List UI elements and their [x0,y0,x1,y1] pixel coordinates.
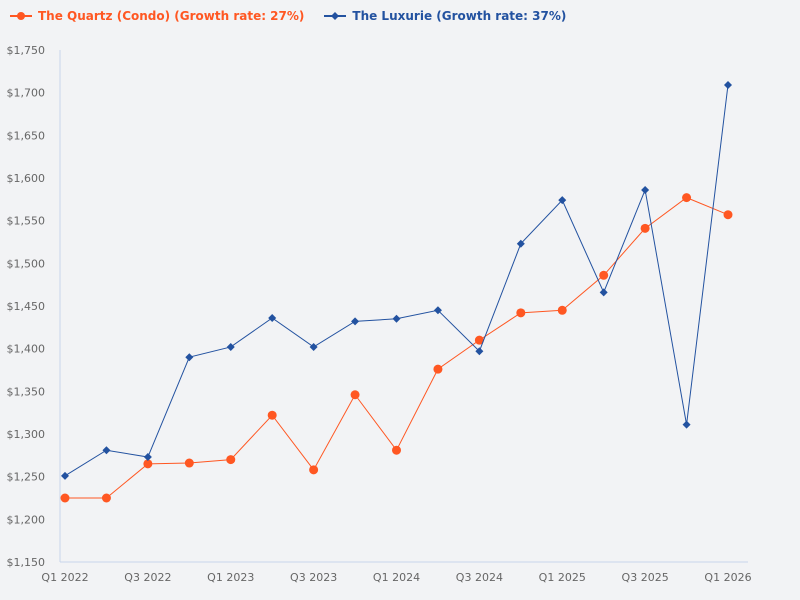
data-point [641,185,650,194]
data-point [724,80,732,89]
y-tick-label: $1,600 [7,172,46,185]
data-point [392,314,401,323]
legend-item-quartz[interactable]: The Quartz (Condo) (Growth rate: 27%) [10,9,304,23]
y-tick-label: $1,350 [7,385,46,398]
data-point [184,458,194,468]
x-tick-label: Q1 2026 [704,571,751,584]
x-tick-label: Q1 2025 [539,571,586,584]
y-tick-label: $1,500 [7,257,46,270]
data-point [433,364,443,374]
x-tick-label: Q3 2023 [290,571,337,584]
y-tick-label: $1,450 [7,300,46,313]
y-tick-label: $1,200 [7,513,46,526]
y-tick-label: $1,750 [7,44,46,57]
data-point [682,193,692,203]
data-point [475,347,484,356]
data-point [516,308,526,318]
data-point [557,305,567,315]
y-tick-label: $1,700 [7,87,46,100]
data-point [433,306,442,315]
data-point [599,270,609,280]
data-point [309,465,319,475]
diamond-marker-icon [324,12,347,20]
y-tick-label: $1,550 [7,215,46,228]
data-point [351,317,360,326]
x-tick-label: Q1 2023 [207,571,254,584]
y-tick-label: $1,650 [7,129,46,142]
circle-marker-icon [10,12,32,20]
data-point [61,471,69,480]
x-tick-label: Q3 2022 [124,571,171,584]
x-tick-label: Q3 2024 [456,571,503,584]
data-point [640,223,650,233]
y-tick-label: $1,300 [7,428,46,441]
data-point [102,446,111,455]
legend-item-luxurie[interactable]: The Luxurie (Growth rate: 37%) [324,9,566,23]
data-point [558,196,567,205]
data-point [226,455,236,465]
legend-label-luxurie: The Luxurie (Growth rate: 37%) [352,9,567,23]
data-point [474,335,484,345]
x-tick-label: Q1 2022 [41,571,88,584]
data-point [392,445,401,455]
data-point [682,420,691,429]
data-point [185,353,194,362]
data-point [599,288,608,297]
x-tick-label: Q3 2025 [622,571,669,584]
data-point [350,390,360,400]
data-point [268,313,277,322]
data-point [143,453,152,462]
y-tick-label: $1,250 [7,471,46,484]
data-point [60,493,70,503]
legend: The Quartz (Condo) (Growth rate: 27%) Th… [10,9,566,23]
y-tick-label: $1,400 [7,343,46,356]
data-point [267,410,277,420]
data-point [723,210,733,220]
series-line-1 [64,84,729,477]
data-point [143,459,153,469]
data-point [226,342,235,351]
data-point [101,493,111,503]
x-tick-label: Q1 2024 [373,571,420,584]
legend-label-quartz: The Quartz (Condo) (Growth rate: 27%) [38,9,305,23]
data-point [309,342,318,351]
data-point [516,239,525,248]
y-tick-label: $1,150 [7,556,46,569]
